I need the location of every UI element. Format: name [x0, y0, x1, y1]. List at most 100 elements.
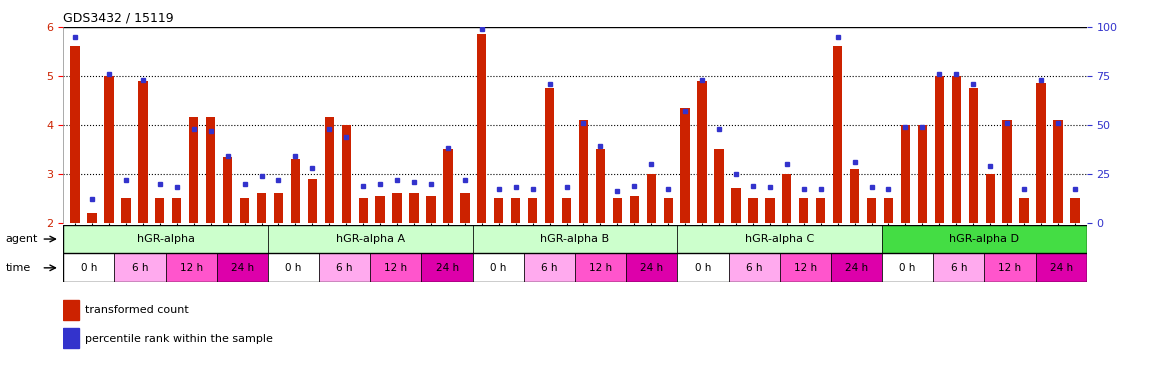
Bar [934, 253, 984, 282]
Bar [121, 198, 131, 223]
Bar [320, 253, 370, 282]
Bar [274, 194, 283, 223]
Text: hGR-alpha C: hGR-alpha C [745, 234, 814, 244]
Text: agent: agent [6, 234, 38, 244]
Bar [596, 149, 605, 223]
Bar [1071, 198, 1080, 223]
Bar [664, 198, 673, 223]
Text: 24 h: 24 h [641, 263, 664, 273]
Text: transformed count: transformed count [85, 305, 189, 315]
Bar [494, 198, 504, 223]
Text: 6 h: 6 h [337, 263, 353, 273]
Text: 6 h: 6 h [746, 263, 762, 273]
Bar [882, 225, 1087, 253]
Text: hGR-alpha: hGR-alpha [137, 234, 194, 244]
Bar [900, 125, 910, 223]
Bar [172, 198, 182, 223]
Bar [731, 189, 741, 223]
Bar [729, 253, 780, 282]
Bar [370, 253, 422, 282]
Bar [986, 174, 995, 223]
Bar [324, 118, 333, 223]
Bar [409, 194, 419, 223]
Text: hGR-alpha B: hGR-alpha B [540, 234, 610, 244]
Bar [63, 225, 268, 253]
Bar [206, 118, 215, 223]
Bar [545, 88, 554, 223]
Text: 12 h: 12 h [179, 263, 202, 273]
Bar [630, 196, 639, 223]
Bar [473, 225, 677, 253]
Bar [511, 198, 520, 223]
Bar [105, 76, 114, 223]
Bar [359, 198, 368, 223]
Text: 12 h: 12 h [384, 263, 407, 273]
Bar [291, 159, 300, 223]
Bar [268, 225, 473, 253]
Bar [138, 81, 147, 223]
Bar [422, 253, 473, 282]
Bar [816, 198, 826, 223]
Bar [780, 253, 830, 282]
Bar [613, 198, 622, 223]
Bar [884, 198, 894, 223]
Bar [646, 174, 656, 223]
Text: 0 h: 0 h [490, 263, 506, 273]
Bar [87, 213, 97, 223]
Bar [63, 300, 79, 319]
Bar [70, 46, 79, 223]
Text: time: time [6, 263, 31, 273]
Bar [799, 198, 808, 223]
Bar [782, 174, 791, 223]
Bar [1019, 198, 1029, 223]
Text: 24 h: 24 h [436, 263, 459, 273]
Text: hGR-alpha A: hGR-alpha A [336, 234, 405, 244]
Bar [833, 46, 842, 223]
Text: hGR-alpha D: hGR-alpha D [950, 234, 1019, 244]
Bar [918, 125, 927, 223]
Bar [115, 253, 166, 282]
Bar [626, 253, 677, 282]
Bar [477, 34, 486, 223]
Text: 24 h: 24 h [845, 263, 868, 273]
Bar [1053, 120, 1063, 223]
Bar [240, 198, 250, 223]
Bar [1036, 253, 1087, 282]
Bar [935, 76, 944, 223]
Text: 6 h: 6 h [542, 263, 558, 273]
Bar [524, 253, 575, 282]
Bar [308, 179, 317, 223]
Bar [155, 198, 164, 223]
Text: GDS3432 / 15119: GDS3432 / 15119 [63, 11, 174, 24]
Bar [562, 198, 572, 223]
Bar [714, 149, 723, 223]
Text: percentile rank within the sample: percentile rank within the sample [85, 334, 274, 344]
Bar [697, 81, 707, 223]
Bar [749, 198, 758, 223]
Text: 24 h: 24 h [231, 263, 254, 273]
Bar [968, 88, 978, 223]
Bar [984, 253, 1036, 282]
Bar [189, 118, 199, 223]
Bar [830, 253, 882, 282]
Text: 6 h: 6 h [951, 263, 967, 273]
Bar [443, 149, 453, 223]
Text: 12 h: 12 h [998, 263, 1021, 273]
Bar [850, 169, 859, 223]
Bar [951, 76, 961, 223]
Text: 24 h: 24 h [1050, 263, 1073, 273]
Bar [765, 198, 775, 223]
Bar [460, 194, 469, 223]
Text: 12 h: 12 h [589, 263, 612, 273]
Text: 0 h: 0 h [695, 263, 711, 273]
Bar [268, 253, 320, 282]
Bar [166, 253, 216, 282]
Bar [528, 198, 537, 223]
Bar [1003, 120, 1012, 223]
Bar [427, 196, 436, 223]
Bar [256, 194, 266, 223]
Bar [63, 328, 79, 349]
Text: 0 h: 0 h [285, 263, 301, 273]
Bar [677, 253, 729, 282]
Text: 0 h: 0 h [81, 263, 97, 273]
